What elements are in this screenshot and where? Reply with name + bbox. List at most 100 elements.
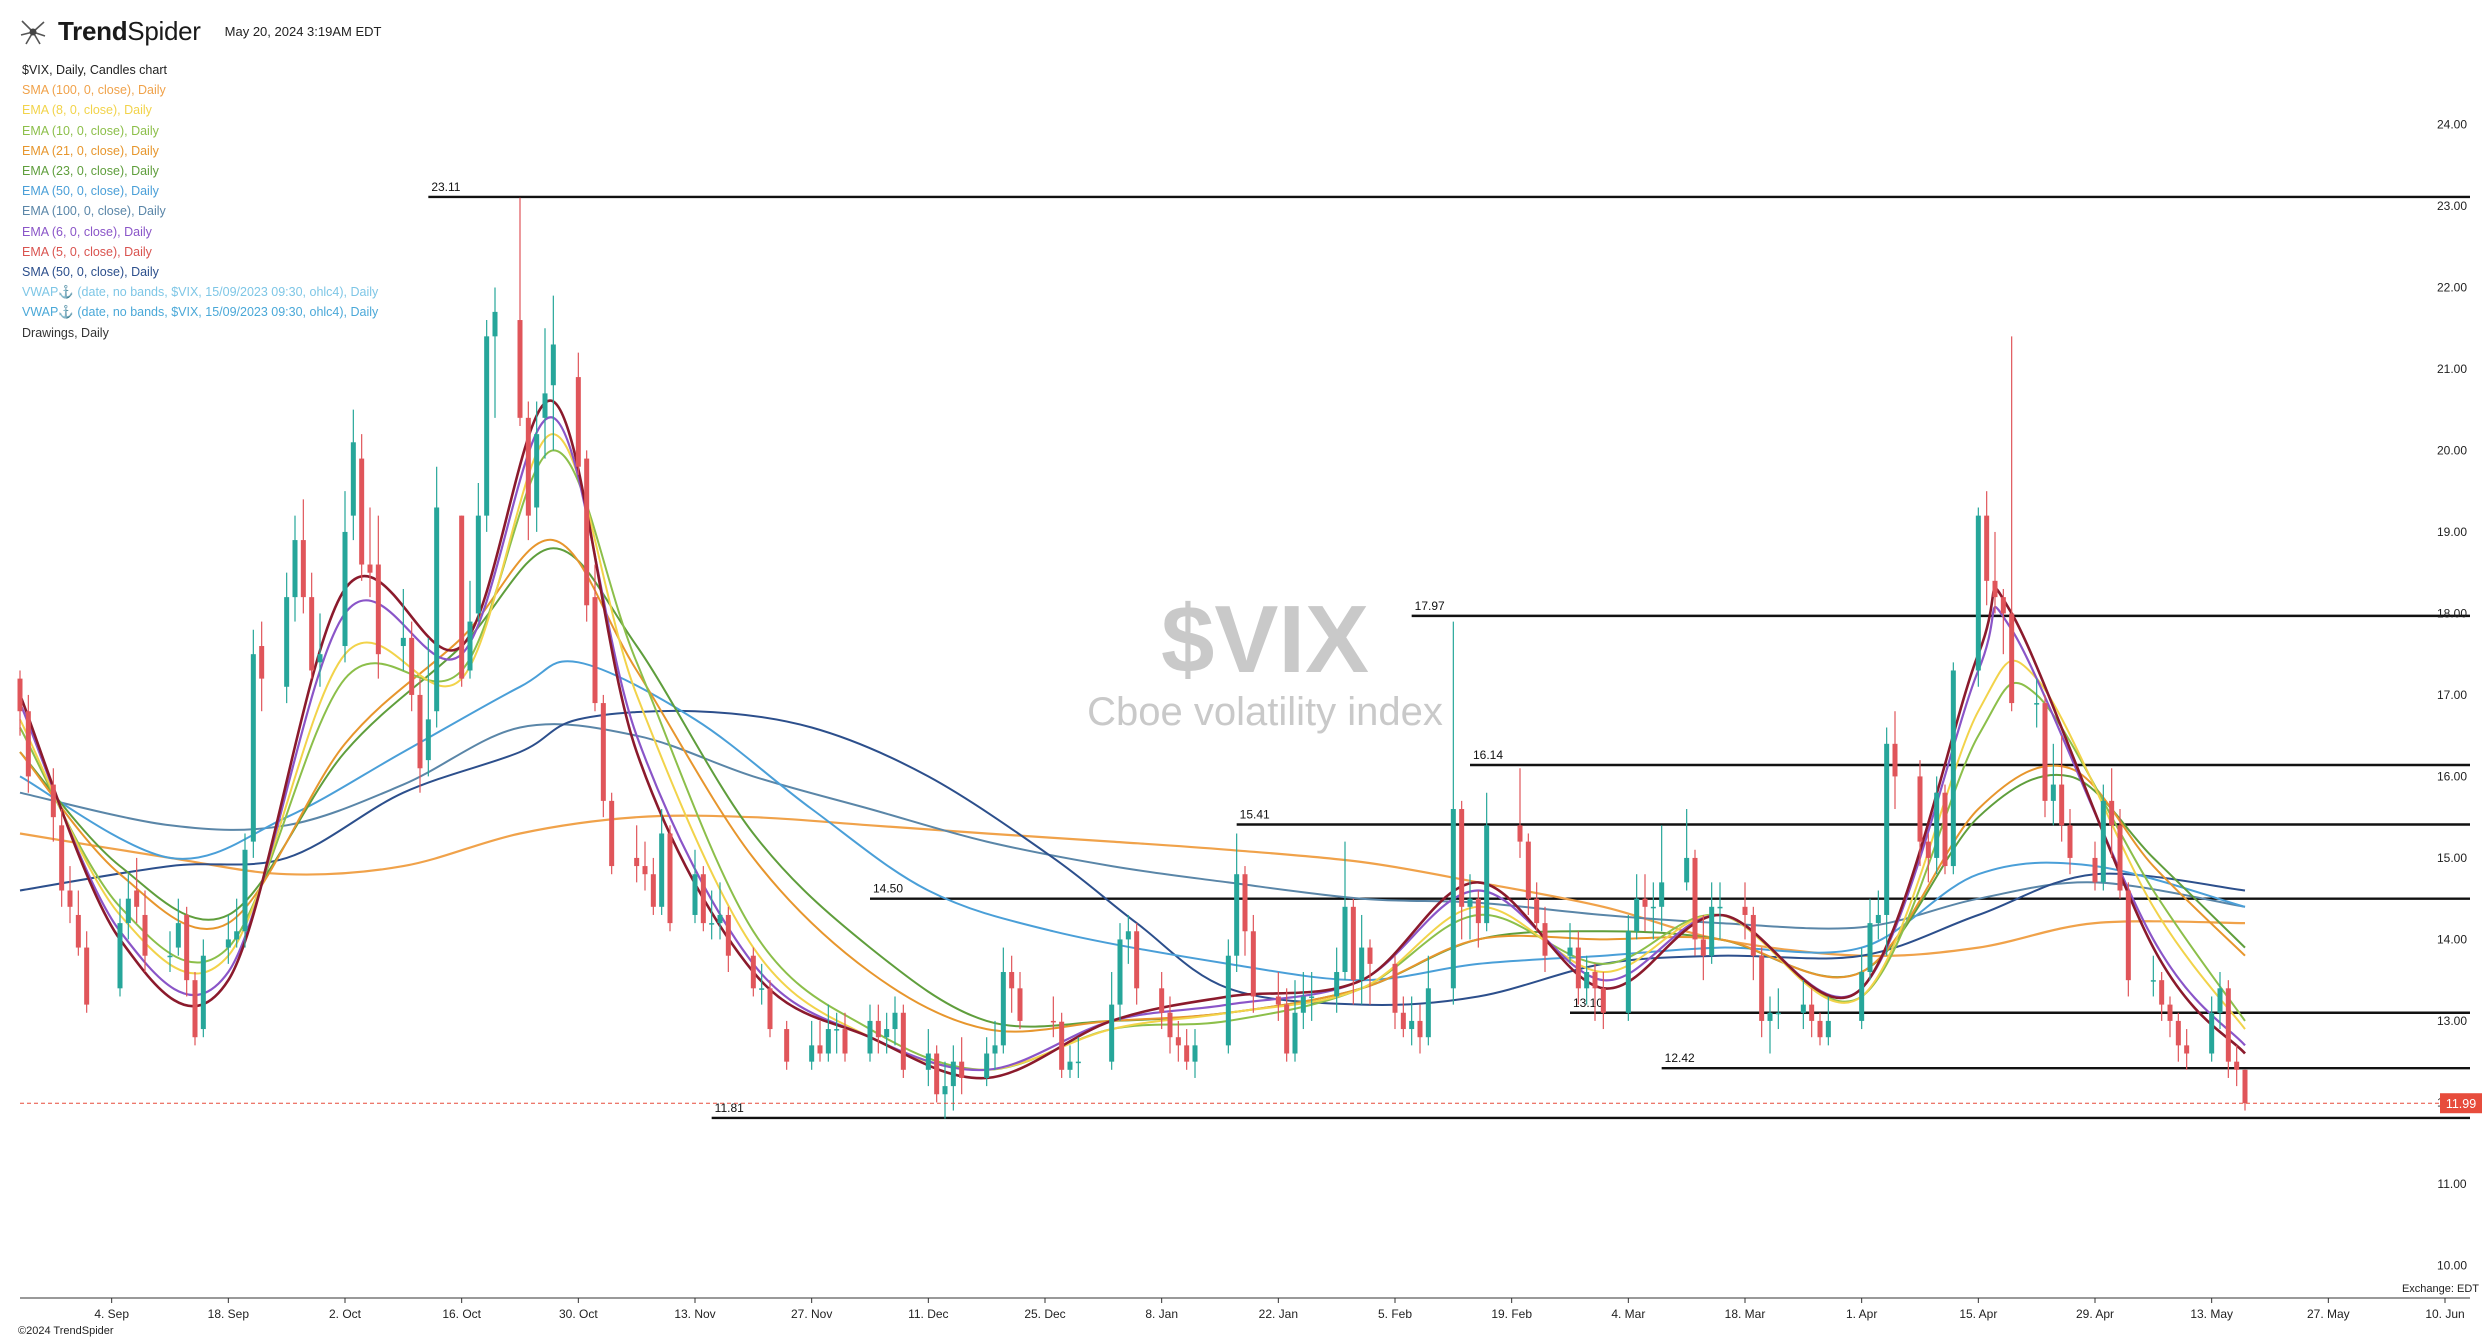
candle (2034, 678, 2040, 728)
candle (1159, 972, 1165, 1030)
legend-item[interactable]: EMA (50, 0, close), Daily (22, 184, 159, 199)
candle (225, 914, 231, 964)
legend-item[interactable]: EMA (6, 0, close), Daily (22, 224, 152, 239)
trendspider-logo-icon (20, 19, 46, 44)
x-tick-label: 4. Sep (94, 1307, 129, 1321)
legend-item[interactable]: EMA (10, 0, close), Daily (22, 123, 159, 138)
candle-body (1975, 515, 1981, 671)
watermark: $VIX Cboe volatility index (1075, 592, 1455, 735)
candle-body (2167, 1004, 2173, 1021)
x-tick-label: 1. Apr (1846, 1307, 1877, 1321)
candle-body (1075, 1061, 1081, 1064)
indicator-line (19, 723, 2246, 930)
candle-body (1650, 906, 1656, 909)
candle-body (884, 1029, 890, 1038)
candle (1650, 882, 1656, 940)
y-tick-label: 21.00 (2437, 362, 2467, 376)
legend-item[interactable]: SMA (50, 0, close), Daily (22, 265, 159, 280)
candle-body (425, 719, 431, 761)
legend-item[interactable]: VWAP⚓ (date, no bands, $VIX, 15/09/2023 … (22, 305, 379, 320)
candle (75, 890, 81, 956)
candle-body (1867, 923, 1873, 973)
candle-body (634, 857, 640, 867)
candle (1809, 988, 1815, 1038)
candle (1242, 866, 1248, 956)
candle (750, 947, 756, 997)
candle (925, 1029, 931, 1087)
candle (1767, 996, 1773, 1054)
candle-body (1425, 988, 1431, 1038)
candle (1234, 833, 1240, 973)
candle (67, 866, 73, 924)
candle (1225, 939, 1231, 1054)
candle (25, 694, 31, 793)
candle-body (250, 654, 256, 842)
candle (725, 906, 731, 973)
legend-item[interactable]: Drawings, Daily (22, 325, 109, 340)
candle (1800, 980, 1806, 1030)
level-label: 12.42 (1665, 1051, 1695, 1065)
legend-item[interactable]: EMA (100, 0, close), Daily (22, 204, 166, 219)
candle (1300, 972, 1306, 1030)
candle (1584, 955, 1590, 1005)
legend-item[interactable]: VWAP⚓ (date, no bands, $VIX, 15/09/2023 … (22, 285, 379, 300)
candle-body (1342, 906, 1348, 973)
candle-body (542, 393, 548, 418)
candle (1067, 1045, 1073, 1078)
candle-body (767, 988, 773, 1030)
candle (1342, 841, 1348, 981)
candle-body (359, 458, 365, 565)
exchange-label: Exchange: EDT (2401, 1283, 2479, 1295)
candle-body (1467, 898, 1473, 907)
candle-body (350, 442, 356, 516)
candle-body (1600, 988, 1606, 1013)
candle-body (1242, 874, 1248, 932)
candle-body (725, 914, 731, 956)
legend-item[interactable]: EMA (5, 0, close), Daily (22, 244, 152, 259)
candle-body (175, 923, 181, 948)
candle (659, 809, 665, 915)
candle-body (692, 874, 698, 915)
candle (142, 890, 148, 973)
legend-item[interactable]: EMA (8, 0, close), Daily (22, 103, 152, 118)
candle-body (2242, 1069, 2248, 1104)
candle-body (300, 540, 306, 598)
candle-body (1292, 1012, 1298, 1054)
legend-item[interactable]: EMA (21, 0, close), Daily (22, 143, 159, 158)
candle-body (517, 320, 523, 418)
candle (934, 1045, 940, 1103)
candle-body (534, 434, 540, 508)
candle (1600, 972, 1606, 1030)
legend-item[interactable]: SMA (100, 0, close), Daily (22, 83, 166, 98)
legend-item[interactable]: EMA (23, 0, close), Daily (22, 164, 159, 179)
candle (1109, 972, 1115, 1070)
candle-body (1575, 947, 1581, 989)
candle (717, 882, 723, 940)
candle-body (642, 866, 648, 875)
candle-body (492, 311, 498, 337)
candle-body (2217, 988, 2223, 1013)
candle-body (1692, 857, 1698, 940)
candle-body (2059, 784, 2065, 826)
level-label: 13.10 (1573, 996, 1603, 1010)
candle (2100, 784, 2106, 891)
y-tick-label: 23.00 (2437, 199, 2467, 213)
candle-body (434, 507, 440, 712)
candle-body (1742, 906, 1748, 915)
candle (1309, 972, 1315, 1021)
indicator-line (19, 433, 2246, 1071)
candle-body (1059, 1021, 1065, 1070)
candle-body (317, 654, 323, 663)
candle (2159, 972, 2165, 1021)
candle-body (117, 923, 123, 989)
candle (1709, 882, 1715, 964)
candle (959, 1037, 965, 1095)
candle-body (1417, 1020, 1423, 1038)
candle-body (1709, 906, 1715, 956)
candle (367, 507, 373, 598)
candle (234, 898, 240, 948)
y-tick-label: 22.00 (2437, 280, 2467, 294)
y-tick-label: 20.00 (2437, 443, 2467, 457)
candle (1250, 914, 1256, 1013)
